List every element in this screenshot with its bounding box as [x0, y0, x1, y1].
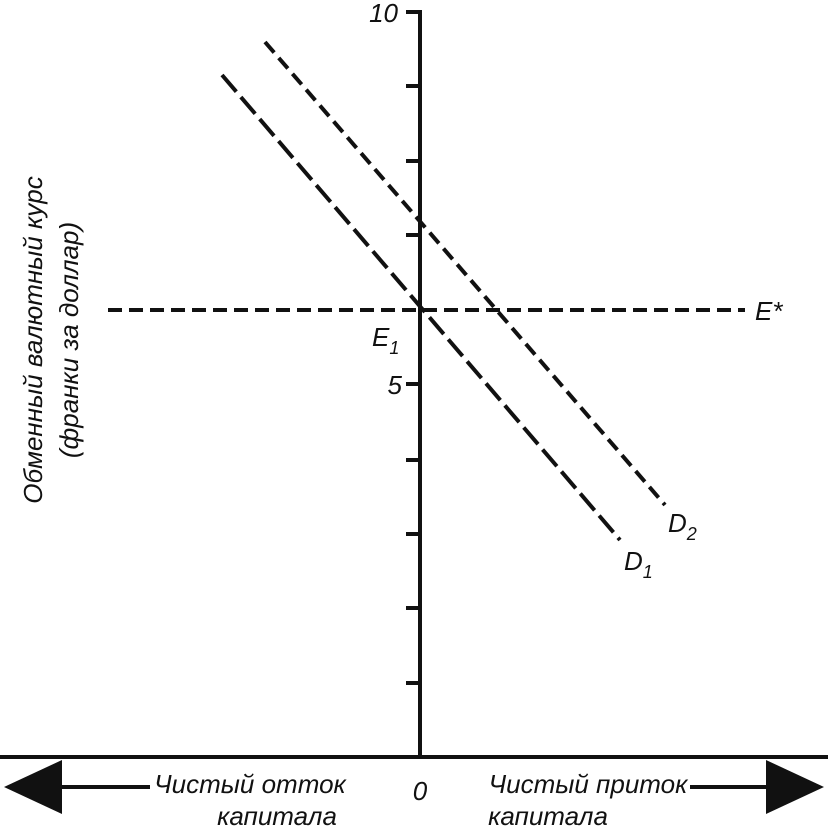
arrow-left: [4, 760, 62, 814]
y-tick-label: 5: [388, 370, 403, 400]
x-right-label: капитала: [488, 801, 608, 830]
demand-1-line: [220, 73, 622, 542]
label-subscript: 1: [389, 338, 399, 358]
label-base: E: [372, 322, 390, 352]
x-right-label: Чистый приток: [489, 769, 689, 799]
demand-2-line: [263, 40, 667, 507]
origin-label: 0: [413, 776, 428, 806]
y-ticks: [406, 10, 420, 685]
label-base: D: [624, 546, 643, 576]
y-axis-label: (франки за доллар): [54, 222, 84, 458]
curve-label: D1: [624, 546, 653, 582]
x-left-label: капитала: [217, 801, 337, 830]
curve-label: E1: [372, 322, 399, 358]
x-left-label: Чистый отток: [154, 769, 347, 799]
label-base: D: [668, 508, 687, 538]
label-subscript: 1: [643, 562, 653, 582]
y-axis-label: Обменный валютный курс: [18, 176, 48, 503]
curve-label: E*: [755, 296, 783, 326]
arrow-right: [766, 760, 824, 814]
curve-label: D2: [668, 508, 697, 544]
label-subscript: 2: [686, 524, 697, 544]
y-tick-label: 10: [369, 0, 398, 28]
